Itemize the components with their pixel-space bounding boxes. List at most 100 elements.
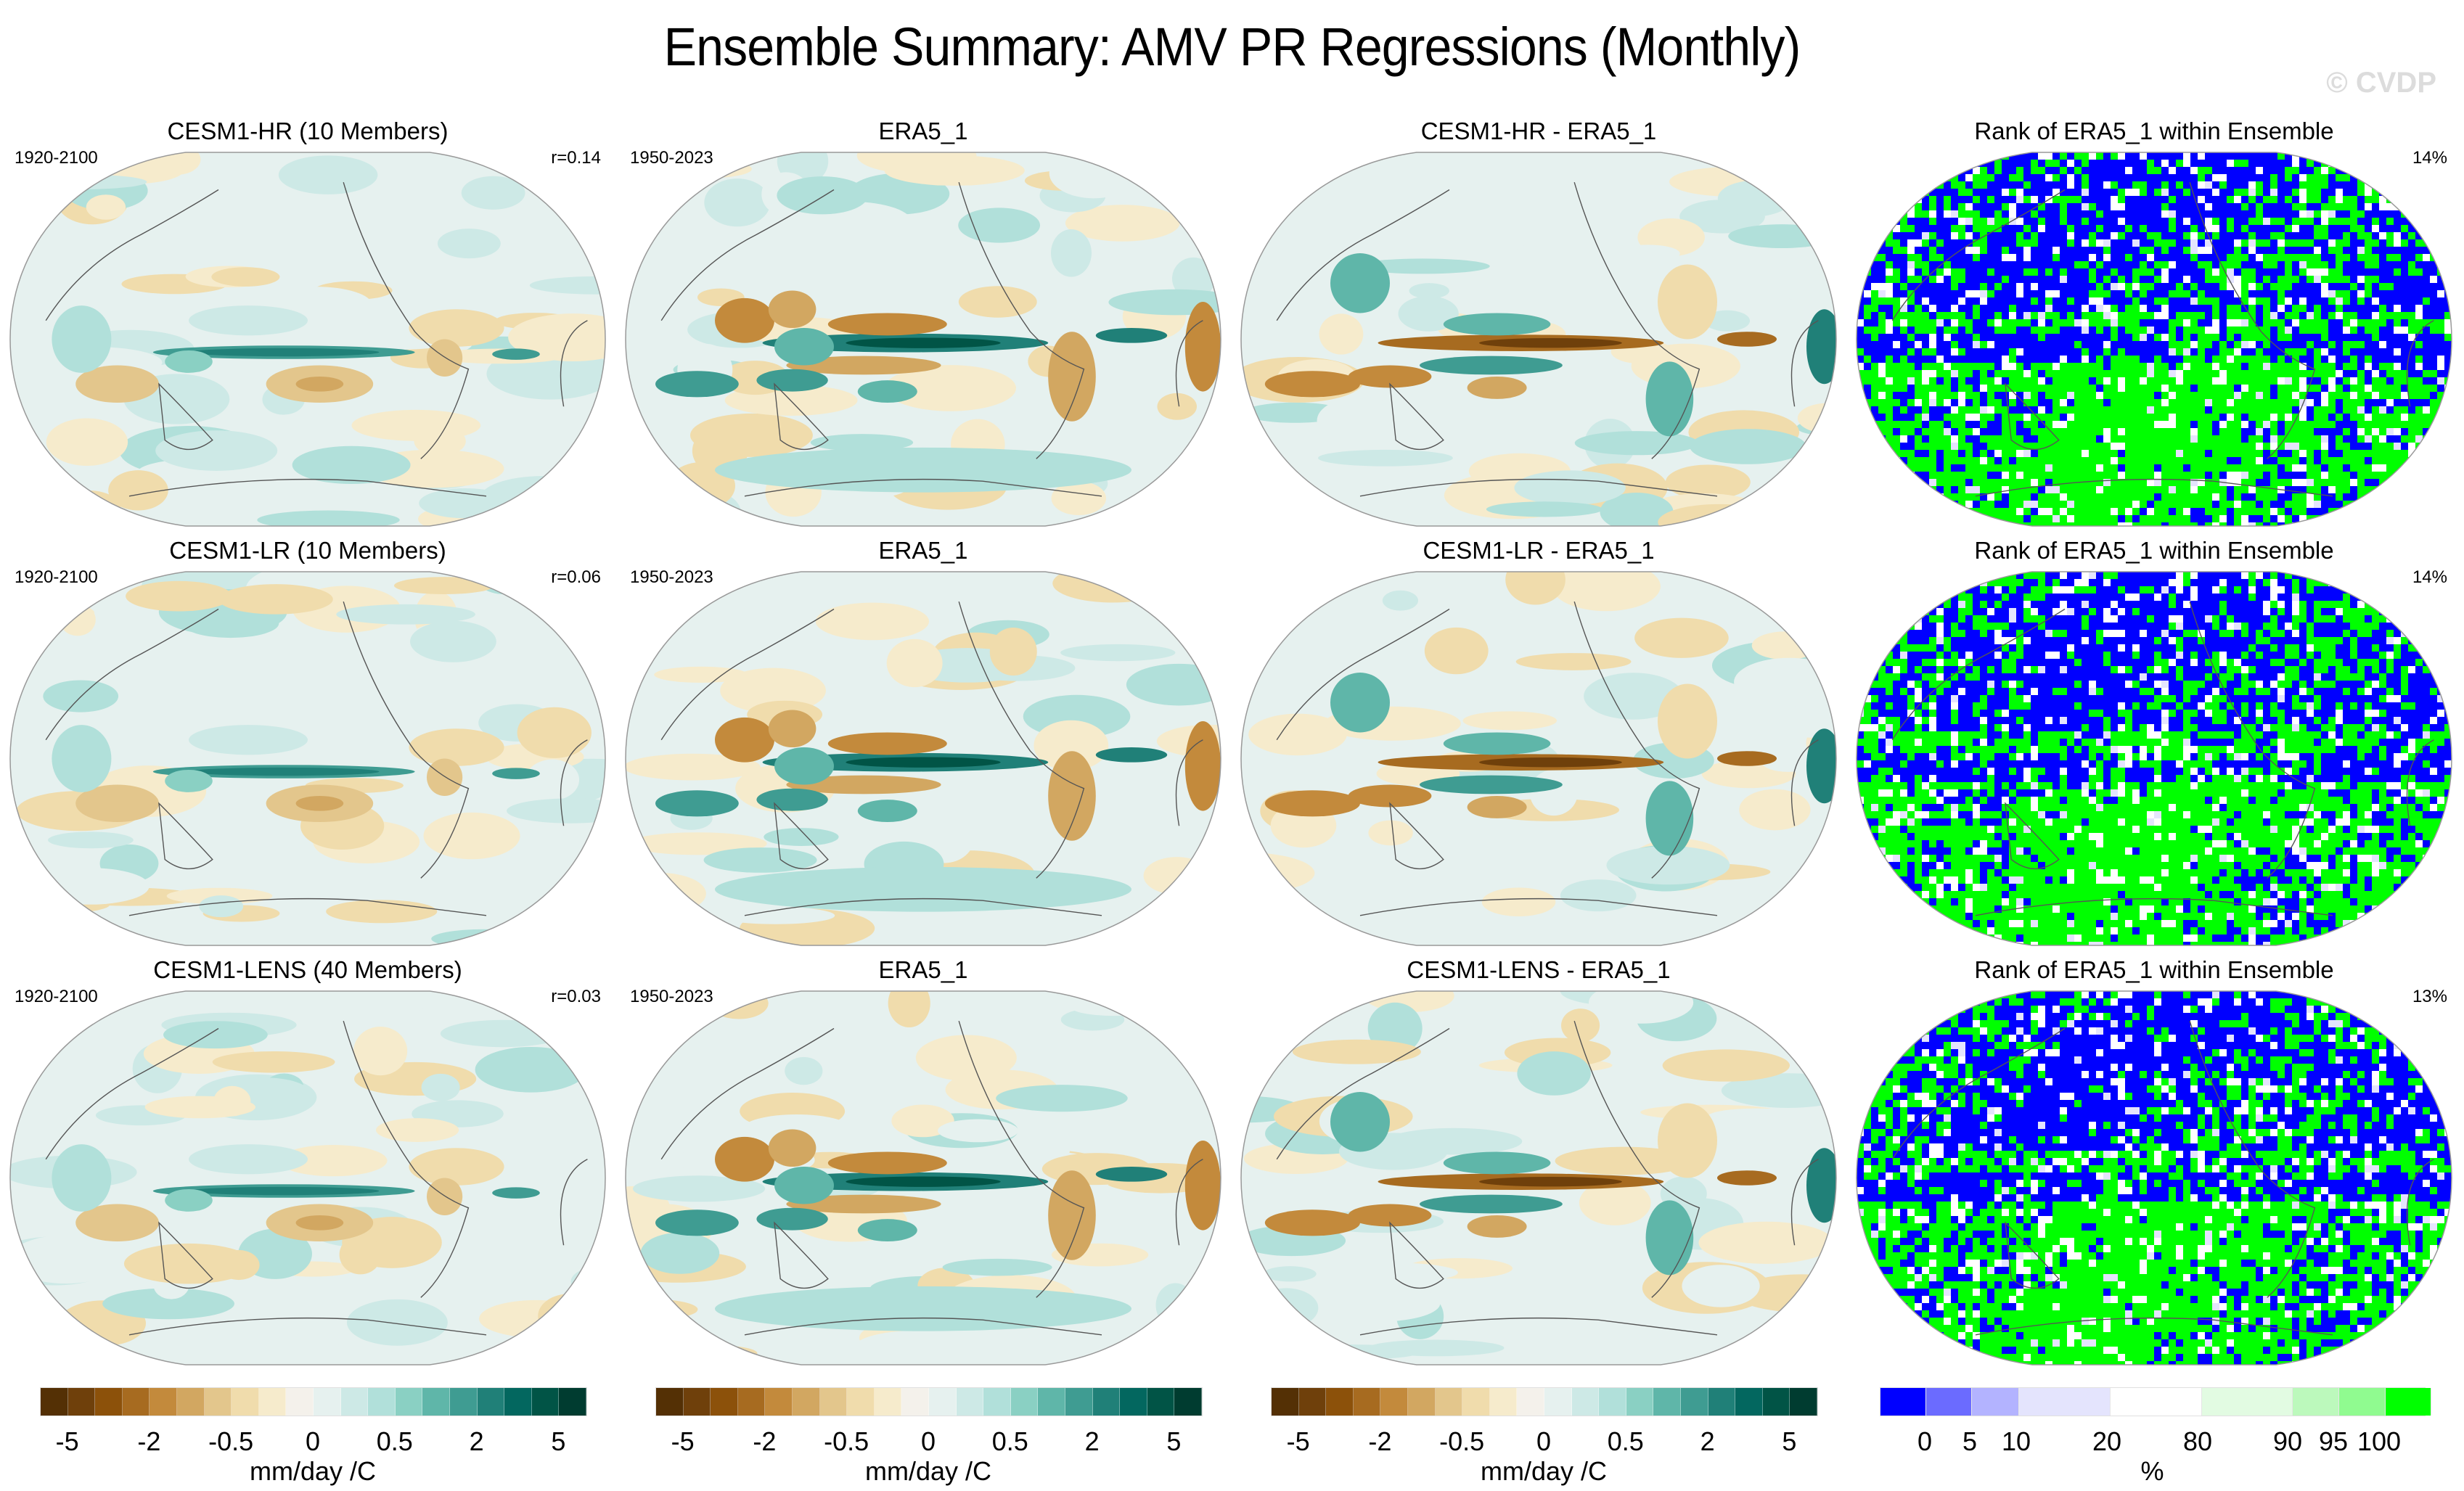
rank-cell	[2176, 623, 2183, 630]
rank-cell	[2408, 702, 2415, 710]
rank-cell	[2183, 746, 2190, 753]
rank-cell	[2437, 414, 2444, 421]
rank-cell	[1951, 760, 1958, 768]
rank-cell	[2154, 797, 2161, 804]
rank-cell	[2408, 377, 2415, 385]
rank-cell	[2161, 876, 2169, 884]
rank-cell	[1907, 457, 1915, 464]
rank-cell	[2183, 811, 2190, 818]
rank-cell	[2372, 435, 2379, 443]
rank-cell	[2038, 840, 2045, 847]
rank-cell	[1958, 630, 1965, 637]
rank-cell	[2234, 450, 2241, 457]
rank-cell	[1994, 486, 2002, 493]
rank-cell	[1929, 254, 1936, 261]
rank-cell	[2256, 811, 2263, 818]
rank-cell	[2234, 782, 2241, 789]
rank-cell	[2023, 666, 2031, 673]
rank-cell	[2379, 501, 2386, 508]
field-contour	[383, 231, 456, 274]
rank-cell	[2379, 869, 2386, 876]
rank-cell	[2263, 724, 2270, 731]
rank-cell	[2423, 855, 2430, 862]
rank-cell	[2212, 826, 2219, 833]
rank-cell	[1980, 479, 1987, 486]
rank-cell	[2052, 876, 2060, 884]
rank-cell	[2372, 464, 2379, 472]
rank-cell	[2307, 644, 2314, 652]
rank-cell	[2430, 472, 2437, 479]
rank-cell	[2118, 666, 2125, 673]
rank-cell	[2321, 862, 2328, 869]
rank-cell	[2096, 356, 2103, 363]
rank-cell	[2198, 174, 2205, 181]
rank-cell	[2219, 399, 2227, 406]
rank-cell	[1922, 443, 1929, 450]
rank-cell	[2147, 428, 2154, 435]
rank-cell	[2350, 515, 2357, 522]
rank-cell	[2248, 356, 2256, 363]
rank-cell	[2147, 782, 2154, 789]
rank-cell	[2212, 356, 2219, 363]
rank-cell	[2314, 385, 2321, 392]
rank-cell	[2379, 673, 2386, 681]
rank-cell	[2227, 847, 2234, 855]
rank-cell	[1915, 797, 1922, 804]
rank-cell	[1915, 443, 1922, 450]
rank-cell	[2023, 377, 2031, 385]
rank-cell	[1871, 181, 1878, 189]
rank-cell	[1886, 615, 1893, 623]
rank-cell	[2176, 472, 2183, 479]
rank-cell	[2219, 789, 2227, 797]
rank-cell	[1886, 196, 1893, 203]
rank-cell	[2270, 775, 2277, 782]
rank-cell	[2154, 593, 2161, 601]
rank-cell	[2350, 196, 2357, 203]
rank-cell	[2154, 363, 2161, 370]
rank-cell	[2336, 579, 2343, 586]
rank-cell	[2082, 876, 2089, 884]
rank-cell	[2408, 443, 2415, 450]
rank-cell	[2386, 652, 2394, 659]
rank-cell	[2140, 811, 2147, 818]
rank-cell	[1973, 406, 1980, 414]
rank-cell	[2125, 833, 2132, 840]
rank-cell	[1886, 522, 1893, 526]
rank-cell	[1958, 232, 1965, 239]
rank-cell	[2111, 305, 2118, 312]
rank-cell	[2285, 428, 2292, 435]
rank-cell	[2089, 276, 2096, 283]
rank-cell	[2183, 443, 2190, 450]
rank-cell	[2277, 840, 2285, 847]
rank-cell	[2140, 869, 2147, 876]
rank-cell	[2256, 457, 2263, 464]
rank-cell	[2009, 370, 2016, 377]
rank-cell	[1886, 392, 1893, 399]
rank-cell	[2292, 818, 2299, 826]
rank-cell	[2082, 261, 2089, 268]
rank-cell	[2198, 428, 2205, 435]
rank-cell	[1871, 326, 1878, 334]
rank-cell	[2111, 486, 2118, 493]
rank-cell	[2140, 377, 2147, 385]
rank-cell	[2140, 443, 2147, 450]
rank-cell	[2089, 811, 2096, 818]
rank-cell	[2299, 203, 2307, 210]
rank-cell	[2052, 254, 2060, 261]
rank-cell	[2379, 855, 2386, 862]
rank-cell	[2248, 862, 2256, 869]
field-contour	[1514, 470, 1626, 506]
rank-cell	[1929, 775, 1936, 782]
rank-cell	[2118, 486, 2125, 493]
rank-cell	[2292, 501, 2299, 508]
rank-cell	[2386, 508, 2394, 515]
rank-cell	[2118, 753, 2125, 760]
rank-cell	[2241, 811, 2248, 818]
rank-cell	[2365, 508, 2372, 515]
rank-cell	[2205, 746, 2212, 753]
rank-cell	[2379, 428, 2386, 435]
rank-cell	[2125, 666, 2132, 673]
rank-cell	[2299, 688, 2307, 695]
rank-cell	[2089, 428, 2096, 435]
rank-cell	[2241, 341, 2248, 348]
